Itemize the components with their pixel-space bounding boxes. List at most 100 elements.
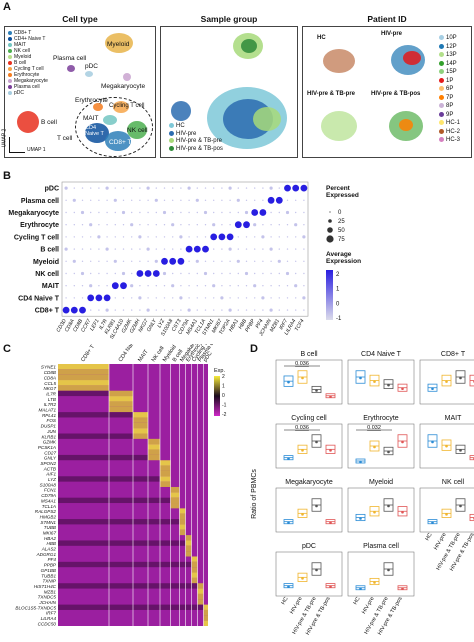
- dotplot-dot: [267, 196, 275, 204]
- legend-swatch: [439, 137, 444, 142]
- boxplot-point: [373, 510, 376, 514]
- dotplot-row-label: pDC: [45, 186, 59, 193]
- heatmap-highlight: [203, 609, 208, 616]
- dotplot-dot: [147, 199, 149, 201]
- dotplot-gene-label: TCF4: [294, 318, 306, 332]
- legend-item: 15P: [439, 69, 457, 75]
- dotplot-dot: [79, 306, 86, 314]
- dotplot-dot: [64, 247, 68, 251]
- boxplot-xlabel: HIV-pre: [433, 532, 448, 551]
- heatmap-gene-label: KLRB1: [41, 434, 56, 439]
- dotplot-dot: [203, 271, 208, 276]
- heatmap-gene-label: CCL5: [44, 381, 56, 386]
- sg-blob-main3: [253, 107, 281, 131]
- dotplot-dot: [236, 198, 240, 202]
- dotplot-dot: [131, 211, 133, 214]
- dotplot-dot: [111, 282, 119, 290]
- boxplot-point: [387, 450, 390, 454]
- dotplot-dot: [146, 186, 150, 190]
- dotplot-dot: [228, 247, 232, 251]
- legend-label: Myeloid: [14, 54, 32, 60]
- dotplot-dot: [155, 309, 157, 311]
- dotplot-dot: [254, 248, 256, 250]
- dotplot-dot: [204, 224, 207, 226]
- dotplot-dot: [245, 187, 248, 189]
- legend-label: HIV-pre & TB-pre: [176, 138, 222, 145]
- dotplot-dot: [138, 296, 142, 300]
- dotplot-dot: [87, 294, 95, 302]
- legend-swatch: [169, 138, 174, 143]
- heatmap-highlight: [160, 481, 171, 487]
- dotplot-dot: [303, 260, 305, 262]
- dotplot-dot: [286, 224, 289, 226]
- dotplot-dot: [269, 247, 273, 251]
- avg-colorbar: [326, 270, 333, 320]
- heatmap-highlight: [133, 412, 148, 418]
- dotplot-dot: [213, 248, 215, 250]
- legend-item: NK cell: [8, 48, 30, 54]
- dotplot-dot: [106, 260, 108, 262]
- heatmap-legend-tick: -1: [222, 403, 227, 409]
- legend-item: HIV-pre & TB-pre: [169, 138, 222, 144]
- dotplot-dot: [172, 248, 174, 250]
- dotplot-dot: [262, 272, 264, 275]
- dotplot-dot: [295, 260, 297, 262]
- heatmap-gene-label: LYZ: [48, 477, 56, 482]
- dotplot-dot: [65, 272, 67, 275]
- dotplot-dot: [284, 184, 291, 192]
- dotplot-dot: [221, 187, 223, 189]
- heatmap-group-label: MAIT: [137, 348, 150, 363]
- heatmap-gene-label: TCL1A: [42, 504, 56, 509]
- dotplot-dot: [286, 297, 289, 299]
- legend-label: HC-3: [446, 137, 461, 144]
- panel-c-letter: C: [3, 343, 11, 355]
- label-tcell: T cell: [57, 135, 73, 142]
- dotplot-dot: [277, 259, 281, 263]
- legend-swatch: [8, 36, 12, 41]
- dotplot-dot: [262, 309, 264, 311]
- pid-blob-6: [399, 119, 413, 131]
- dotplot-dot: [162, 210, 167, 215]
- dotplot-dot: [221, 285, 223, 287]
- legend-item: Myeloid: [8, 54, 31, 60]
- heatmap-legend-tick: 0: [222, 393, 225, 399]
- boxplot-point: [287, 380, 290, 384]
- boxplot-point: [387, 504, 390, 508]
- dotplot-gene-label: IL7R: [98, 318, 109, 331]
- dotplot-dot: [245, 199, 248, 201]
- dotplot-dot: [89, 284, 93, 288]
- heatmap-low: [58, 540, 186, 546]
- legend-label: HIV-pre: [176, 130, 197, 137]
- pid-group-hivtbpre: HIV-pre & TB-pre: [307, 91, 356, 97]
- heatmap-highlight: [191, 572, 198, 578]
- boxplot-frame: [275, 423, 343, 469]
- dotplot-dot: [300, 184, 308, 192]
- dotplot-dot: [81, 260, 84, 262]
- dotplot-dot: [172, 272, 174, 275]
- dotplot-dot: [303, 309, 305, 311]
- legend-label: HC: [176, 123, 185, 130]
- dotplot-dot: [65, 211, 67, 214]
- dotplot-dot: [97, 235, 101, 239]
- boxplot-point: [401, 510, 404, 514]
- dotplot-dot: [155, 224, 157, 226]
- dotplot-gene-label: IRF7: [278, 317, 289, 331]
- boxplot-point: [301, 577, 304, 580]
- label-pdc: pDC: [85, 63, 99, 70]
- heatmap-gene-label: MS4A1: [41, 498, 57, 503]
- dotplot-dot: [270, 260, 272, 262]
- dotplot-dot: [278, 285, 280, 287]
- dotplot-dot: [254, 309, 256, 311]
- dotplot-dot: [179, 235, 183, 239]
- legend-swatch: [169, 123, 174, 128]
- dotplot-dot: [130, 223, 134, 227]
- dotplot-dot: [228, 186, 232, 190]
- dotplot-dot: [278, 297, 280, 299]
- dotplot-gene-label: LEF1: [89, 318, 100, 332]
- dotplot-dot: [177, 257, 185, 265]
- dotplot-dot: [147, 260, 149, 262]
- heatmap-gene-label: TUBB1: [41, 573, 56, 578]
- dotplot-dot: [81, 297, 84, 299]
- dotplot-dot: [196, 272, 198, 275]
- boxplot-point: [359, 517, 362, 520]
